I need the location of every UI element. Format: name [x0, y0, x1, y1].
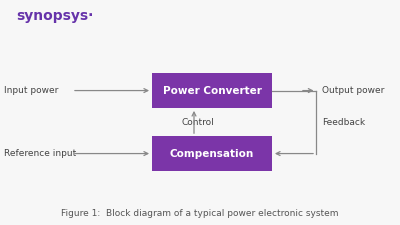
Text: Input power: Input power: [4, 86, 58, 95]
Text: Figure 1:  Block diagram of a typical power electronic system: Figure 1: Block diagram of a typical pow…: [61, 209, 339, 218]
Text: Power Converter: Power Converter: [162, 86, 262, 96]
Text: synopsys·: synopsys·: [16, 9, 93, 23]
Text: Compensation: Compensation: [170, 148, 254, 159]
Bar: [152, 136, 272, 171]
Bar: [152, 73, 272, 108]
Text: Reference input: Reference input: [4, 149, 76, 158]
Text: Output power: Output power: [322, 86, 384, 95]
Text: Control: Control: [182, 117, 215, 126]
Text: Feedback: Feedback: [322, 117, 365, 126]
